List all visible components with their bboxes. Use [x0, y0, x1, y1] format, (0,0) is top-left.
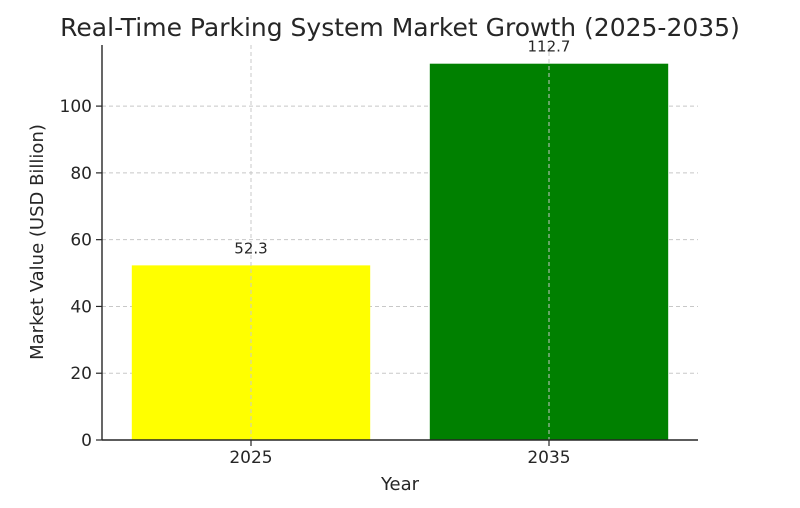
- chart-title: Real-Time Parking System Market Growth (…: [60, 13, 740, 42]
- y-tick-label: 0: [81, 431, 92, 451]
- bar-value-label: 112.7: [528, 38, 571, 56]
- vertical-grid: [250, 45, 550, 440]
- y-tick-label: 40: [70, 297, 92, 317]
- y-tick-label: 80: [70, 164, 92, 184]
- x-axis-label: Year: [380, 474, 420, 495]
- bar-value-label: 52.3: [234, 239, 267, 257]
- bars: [131, 63, 669, 441]
- y-tick-label: 100: [60, 97, 92, 117]
- y-tick-label: 20: [70, 364, 92, 384]
- x-tick-label: 2025: [229, 448, 272, 468]
- axes: 0 20 40 60 80 100 2025 2035: [60, 45, 698, 468]
- y-axis-label: Market Value (USD Billion): [27, 124, 48, 360]
- y-tick-label: 60: [70, 231, 92, 251]
- x-tick-label: 2035: [527, 448, 570, 468]
- data-labels: 52.3 112.7: [234, 38, 570, 258]
